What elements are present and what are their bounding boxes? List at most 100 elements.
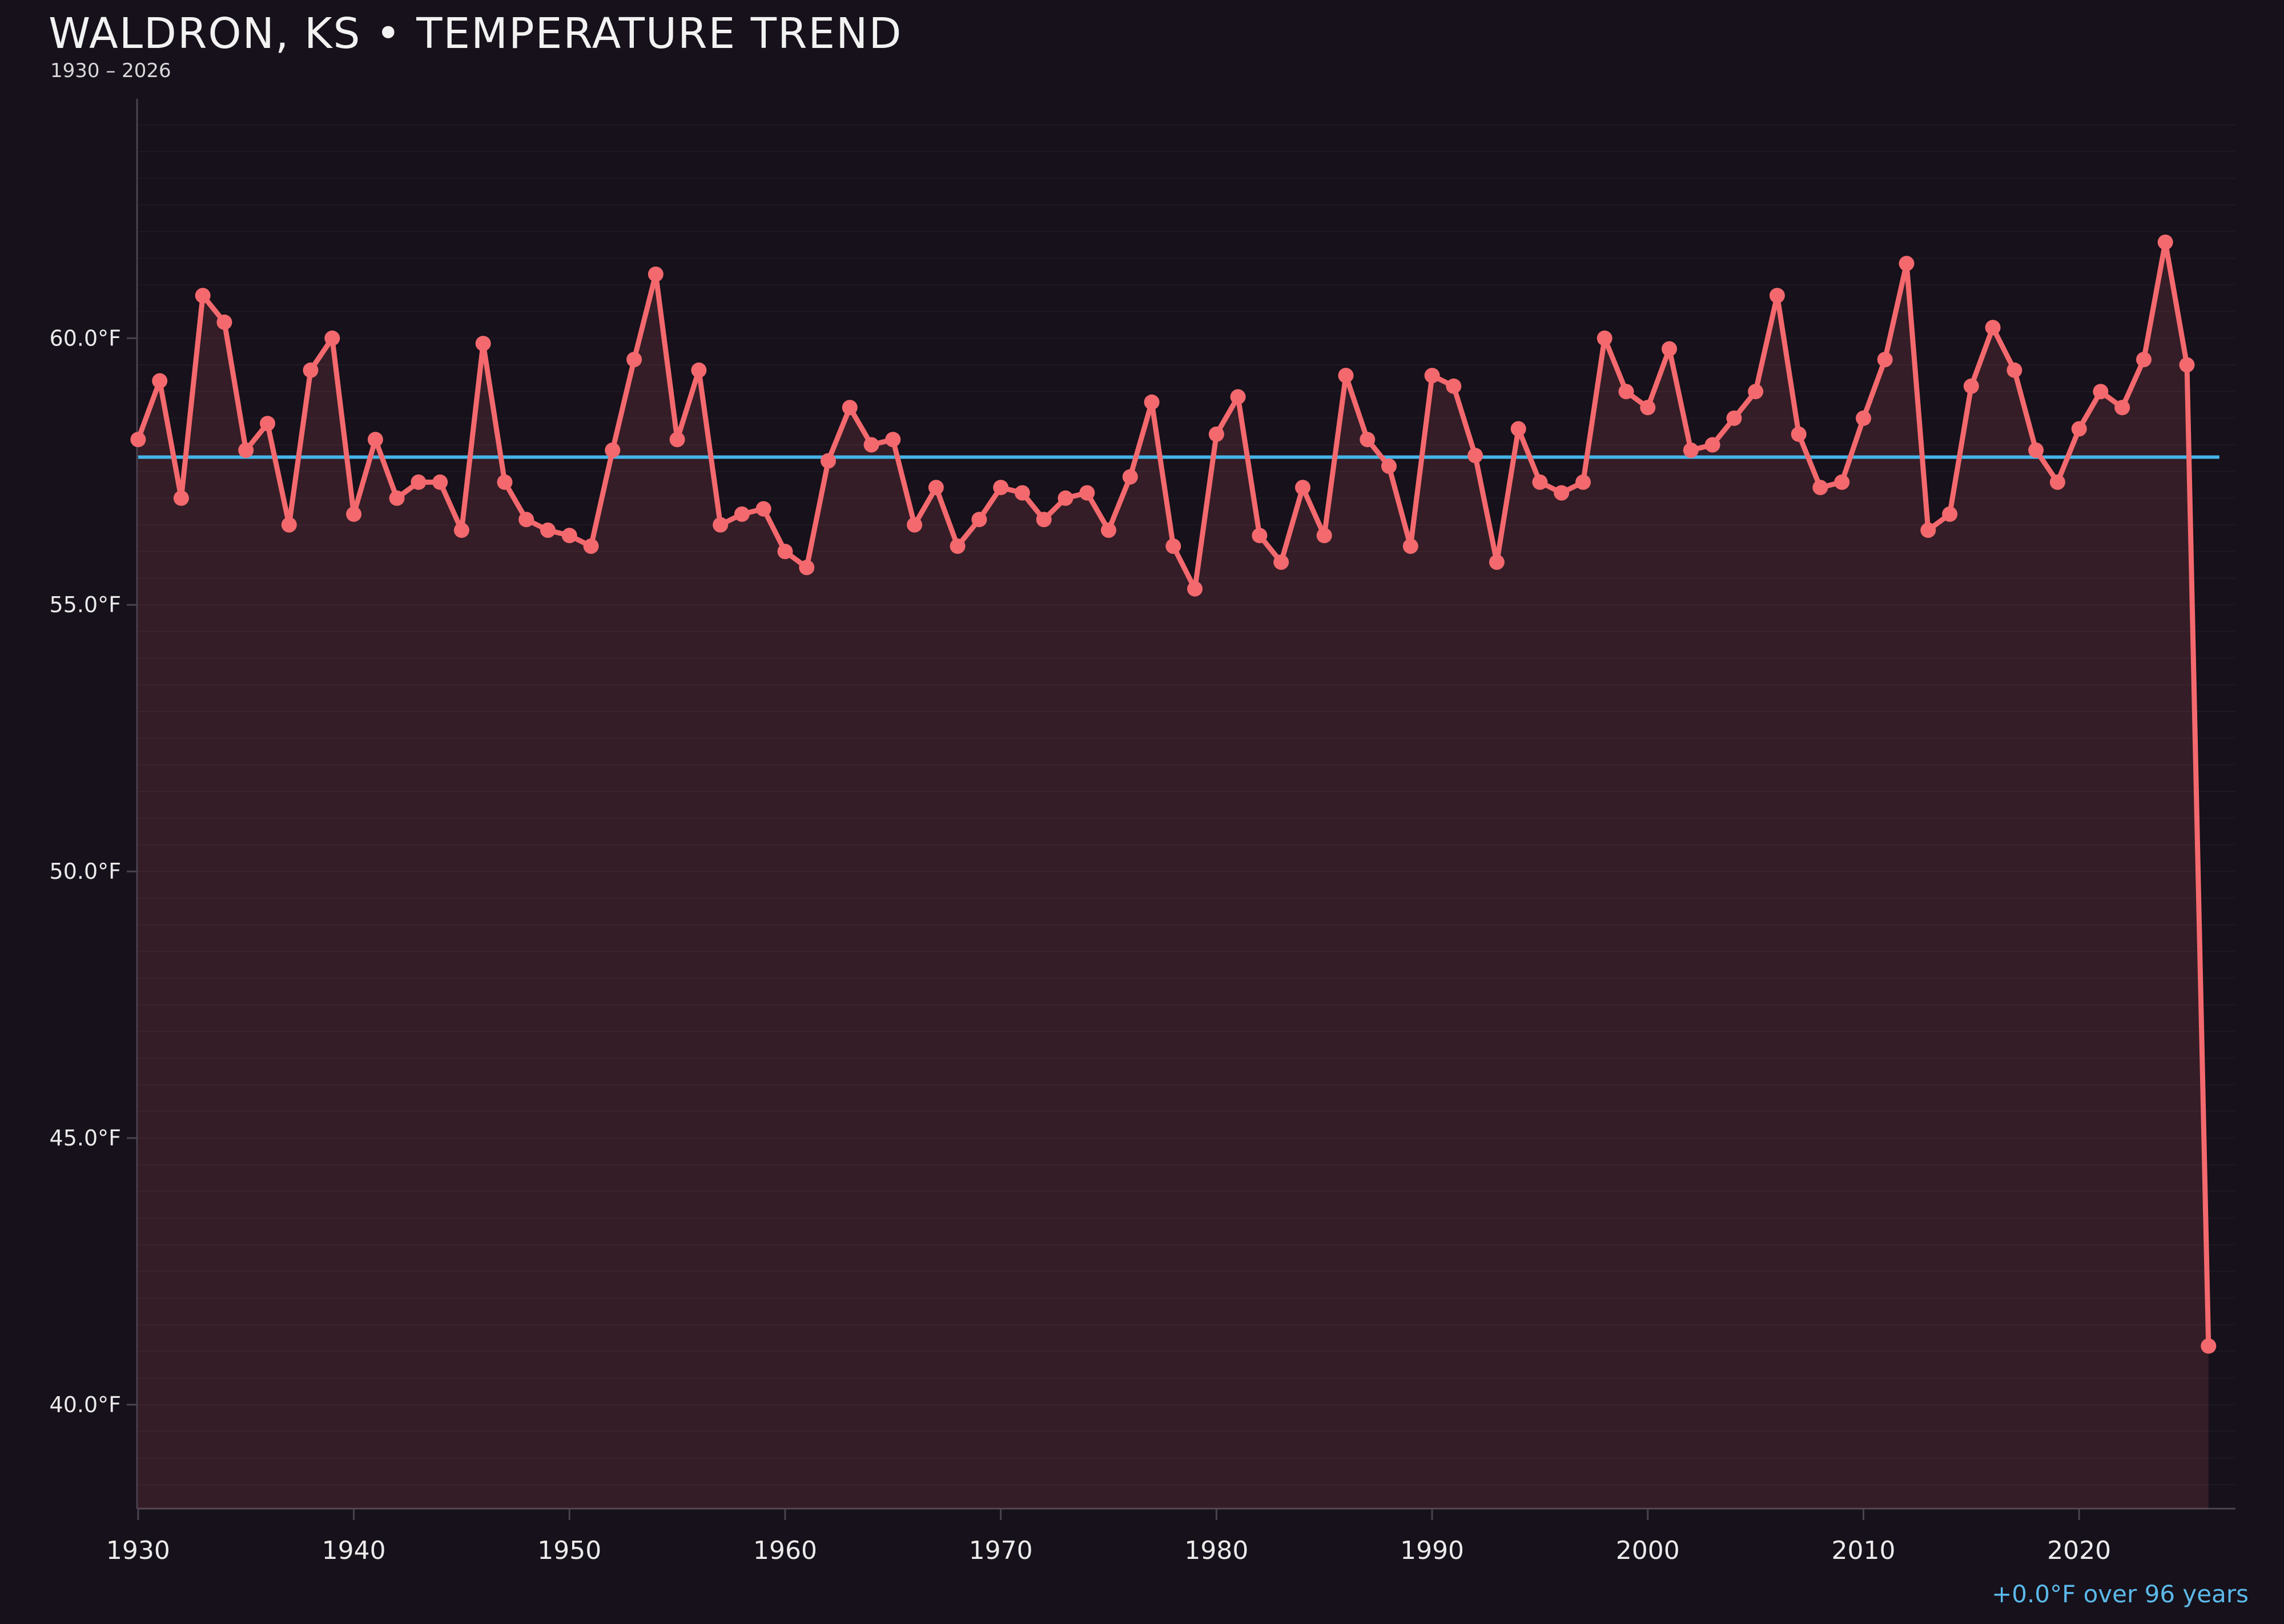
- data-point-1985: [1316, 528, 1332, 544]
- data-point-2001: [1662, 341, 1677, 357]
- y-tick-label: 60.0°F: [50, 325, 121, 351]
- data-point-1995: [1532, 474, 1548, 490]
- data-point-2005: [1748, 384, 1764, 400]
- data-point-1943: [411, 474, 427, 490]
- x-tick-label: 1940: [322, 1536, 386, 1565]
- data-point-2015: [1963, 378, 1979, 394]
- data-point-2000: [1640, 400, 1656, 416]
- x-tick-label: 1960: [753, 1536, 817, 1565]
- data-point-2018: [2028, 442, 2044, 458]
- data-point-1990: [1424, 368, 1440, 384]
- data-point-1956: [691, 362, 707, 378]
- data-point-2007: [1791, 426, 1807, 442]
- data-point-1988: [1381, 458, 1397, 474]
- trend-summary: +0.0°F over 96 years: [1992, 1580, 2249, 1608]
- data-point-1987: [1360, 432, 1376, 448]
- data-point-1993: [1489, 554, 1505, 570]
- data-point-1964: [863, 437, 879, 453]
- data-point-1941: [367, 432, 383, 448]
- data-point-2024: [2157, 234, 2173, 250]
- data-point-2016: [1985, 320, 2001, 336]
- data-point-1997: [1575, 474, 1591, 490]
- data-point-2011: [1877, 352, 1893, 368]
- data-point-1996: [1554, 485, 1570, 501]
- data-point-1949: [540, 522, 556, 538]
- data-point-1981: [1230, 389, 1246, 405]
- data-point-1963: [842, 400, 858, 416]
- data-point-2002: [1683, 442, 1699, 458]
- data-point-2023: [2136, 352, 2152, 368]
- data-point-1948: [518, 512, 534, 528]
- data-point-2013: [1920, 522, 1936, 538]
- data-point-1938: [303, 362, 319, 378]
- y-tick-label: 50.0°F: [50, 859, 121, 884]
- y-tick-label: 55.0°F: [50, 592, 121, 617]
- data-point-2025: [2179, 357, 2195, 373]
- data-point-1947: [497, 474, 513, 490]
- x-tick-label: 2020: [2047, 1536, 2111, 1565]
- data-point-1974: [1079, 485, 1095, 501]
- x-tick-label: 1970: [969, 1536, 1033, 1565]
- data-point-1978: [1165, 538, 1181, 554]
- data-point-2008: [1812, 480, 1828, 496]
- data-point-1952: [605, 442, 621, 458]
- data-point-2020: [2071, 421, 2087, 437]
- data-point-1935: [238, 442, 254, 458]
- data-point-2021: [2093, 384, 2109, 400]
- data-point-1975: [1101, 522, 1116, 538]
- data-point-1944: [432, 474, 448, 490]
- chart-subtitle: 1930 – 2026: [50, 59, 171, 82]
- data-point-1951: [583, 538, 599, 554]
- data-point-1937: [281, 517, 297, 533]
- data-point-1932: [173, 490, 189, 506]
- data-point-1955: [669, 432, 685, 448]
- data-point-1942: [389, 490, 405, 506]
- data-point-1930: [130, 432, 146, 448]
- data-point-2014: [1942, 506, 1958, 522]
- chart-title: WALDRON, KS • TEMPERATURE TREND: [49, 9, 903, 58]
- data-point-1936: [260, 416, 275, 432]
- data-point-1968: [950, 538, 966, 554]
- data-point-1945: [453, 522, 469, 538]
- data-point-1933: [195, 288, 211, 304]
- data-point-1986: [1338, 368, 1354, 384]
- data-point-1967: [928, 480, 944, 496]
- data-point-1972: [1036, 512, 1052, 528]
- data-point-1953: [626, 352, 642, 368]
- data-point-1977: [1144, 394, 1160, 410]
- data-point-1939: [324, 330, 340, 346]
- x-tick-label: 2010: [1831, 1536, 1895, 1565]
- x-tick-label: 1980: [1184, 1536, 1248, 1565]
- data-point-1946: [475, 336, 491, 352]
- data-point-1976: [1122, 469, 1138, 485]
- data-point-1962: [821, 453, 836, 469]
- data-point-1970: [993, 480, 1009, 496]
- data-point-1992: [1467, 448, 1483, 464]
- data-point-1961: [799, 560, 815, 576]
- data-point-1980: [1208, 426, 1224, 442]
- data-point-2012: [1899, 256, 1915, 271]
- data-point-2026: [2201, 1338, 2217, 1354]
- data-point-1950: [561, 528, 577, 544]
- data-point-1940: [346, 506, 362, 522]
- data-point-1965: [885, 432, 901, 448]
- data-point-1989: [1402, 538, 1418, 554]
- data-point-1934: [216, 314, 232, 330]
- data-point-1958: [734, 506, 750, 522]
- data-point-1982: [1252, 528, 1268, 544]
- data-point-2022: [2114, 400, 2130, 416]
- data-point-2003: [1704, 437, 1720, 453]
- x-tick-label: 2000: [1616, 1536, 1680, 1565]
- data-point-1998: [1597, 330, 1613, 346]
- data-point-1931: [152, 373, 168, 389]
- data-point-2010: [1856, 410, 1871, 426]
- data-point-1973: [1057, 490, 1073, 506]
- data-point-1959: [755, 501, 771, 517]
- data-point-1984: [1295, 480, 1310, 496]
- data-point-2019: [2049, 474, 2065, 490]
- data-point-2006: [1769, 288, 1785, 304]
- data-point-1979: [1187, 581, 1203, 597]
